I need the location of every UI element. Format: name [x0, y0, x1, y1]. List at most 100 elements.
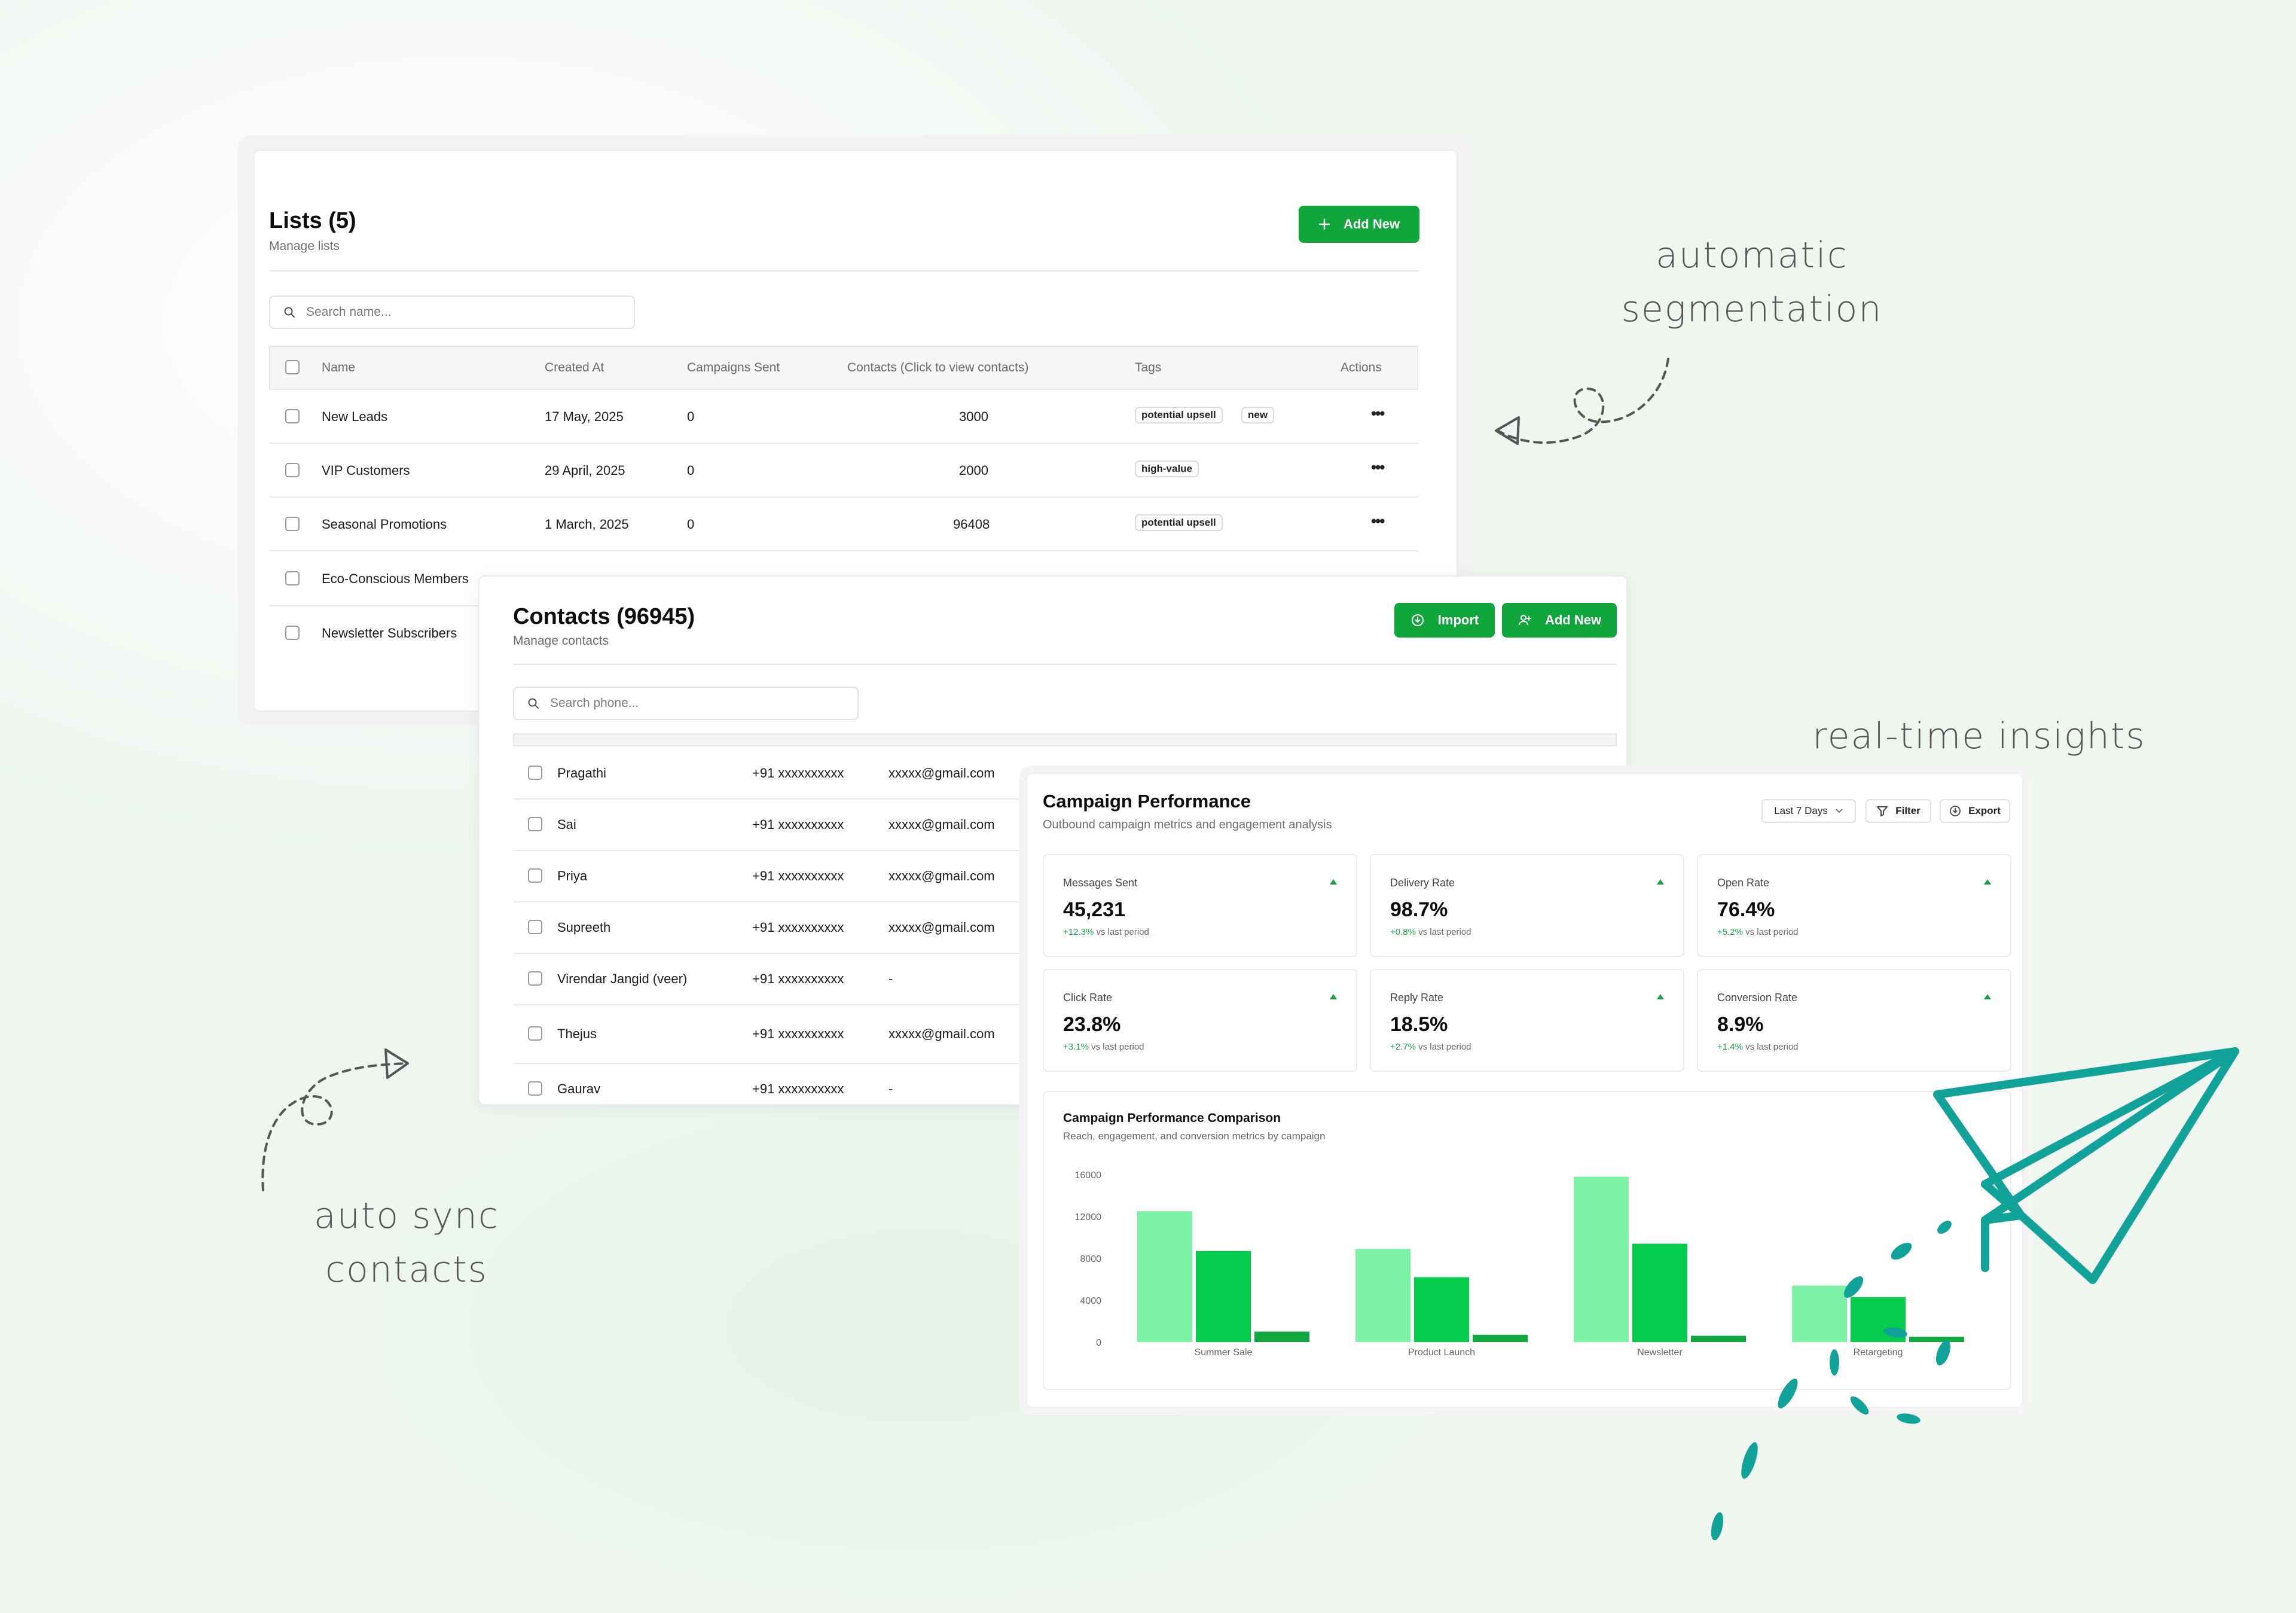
list-campaigns-sent: 0: [687, 463, 695, 478]
chart-bar[interactable]: [1792, 1285, 1847, 1343]
row-actions-menu[interactable]: •••: [1371, 458, 1385, 476]
row-checkbox[interactable]: [285, 463, 300, 477]
import-icon: [1411, 614, 1424, 626]
chart-bar[interactable]: [1355, 1249, 1410, 1342]
list-name[interactable]: VIP Customers: [322, 463, 410, 478]
row-checkbox[interactable]: [285, 571, 300, 586]
add-new-contact-button[interactable]: Add New: [1502, 603, 1617, 638]
contact-email: xxxxx@gmail.com: [889, 766, 995, 780]
contact-name[interactable]: Sai: [557, 817, 576, 832]
search-name-input[interactable]: Search name...: [269, 295, 635, 329]
delta-suffix: vs last period: [1091, 1042, 1144, 1052]
note-line: automatic: [1656, 234, 1848, 276]
delta-value: +0.8%: [1390, 927, 1416, 937]
list-created-at: 17 May, 2025: [545, 409, 624, 424]
list-name[interactable]: New Leads: [322, 409, 388, 424]
metric-card-open-rate: Open Rate 76.4% +5.2% vs last period: [1697, 854, 2011, 957]
list-name[interactable]: Eco-Conscious Members: [322, 571, 469, 586]
row-checkbox[interactable]: [528, 920, 542, 934]
period-select[interactable]: Last 7 Days: [1761, 799, 1856, 823]
chart-bar[interactable]: [1473, 1334, 1528, 1342]
contact-email: xxxxx@gmail.com: [889, 920, 995, 935]
import-button[interactable]: Import: [1394, 603, 1495, 638]
metric-delta: +12.3% vs last period: [1063, 927, 1149, 937]
column-header-campaigns-sent[interactable]: Campaigns Sent: [687, 361, 780, 374]
y-tick-label: 8000: [1080, 1254, 1101, 1264]
campaign-subtitle: Outbound campaign metrics and engagement…: [1043, 818, 1332, 831]
page-title: Contacts (96945): [513, 604, 695, 629]
dashed-arrow-sync: [261, 1048, 409, 1191]
select-all-checkbox[interactable]: [285, 360, 300, 374]
tag-badge: potential upsell: [1135, 514, 1223, 531]
search-icon: [284, 307, 295, 318]
contact-phone: +91 xxxxxxxxxx: [752, 971, 844, 986]
delta-suffix: vs last period: [1745, 1042, 1799, 1052]
search-placeholder: Search phone...: [550, 696, 639, 710]
contact-name[interactable]: Gaurav: [557, 1081, 601, 1096]
chart-bar[interactable]: [1196, 1251, 1251, 1342]
list-name[interactable]: Newsletter Subscribers: [322, 626, 457, 641]
contact-name[interactable]: Priya: [557, 868, 588, 883]
page-title: Lists (5): [269, 208, 356, 233]
y-tick-label: 4000: [1080, 1296, 1101, 1306]
contact-phone: +91 xxxxxxxxxx: [752, 766, 844, 780]
tag-badge: potential upsell: [1135, 407, 1223, 423]
row-checkbox[interactable]: [285, 626, 300, 640]
column-header-name[interactable]: Name: [322, 361, 356, 374]
chart-bar[interactable]: [1254, 1331, 1309, 1343]
filter-button[interactable]: Filter: [1866, 799, 1931, 823]
list-contacts-count[interactable]: 96408: [953, 517, 990, 532]
list-contacts-count[interactable]: 2000: [959, 463, 988, 478]
row-actions-menu[interactable]: •••: [1371, 404, 1385, 422]
delta-suffix: vs last period: [1418, 927, 1471, 937]
contact-name[interactable]: Virendar Jangid (veer): [557, 971, 688, 986]
column-header-contacts[interactable]: Contacts (Click to view contacts): [847, 361, 1029, 374]
metric-label: Reply Rate: [1390, 992, 1444, 1004]
bar-chart: 0 4000 8000 12000 16000 Summer Sale Product La…: [1075, 1170, 1964, 1358]
list-campaigns-sent: 0: [687, 409, 695, 424]
row-checkbox[interactable]: [528, 766, 542, 780]
chart-bar[interactable]: [1414, 1277, 1469, 1343]
column-header-created-at[interactable]: Created At: [545, 361, 604, 374]
row-divider: [269, 496, 1418, 498]
chart-bar[interactable]: [1574, 1176, 1629, 1343]
download-icon: [1950, 806, 1961, 816]
metric-value: 45,231: [1063, 898, 1125, 921]
row-checkbox[interactable]: [528, 971, 542, 986]
contact-phone: +91 xxxxxxxxxx: [752, 817, 844, 832]
metric-label: Open Rate: [1717, 877, 1770, 889]
export-button[interactable]: Export: [1940, 799, 2010, 823]
metric-delta: +5.2% vs last period: [1717, 927, 1799, 937]
x-category-label: Summer Sale: [1195, 1347, 1253, 1358]
contact-email: xxxxx@gmail.com: [889, 1026, 995, 1041]
note-line: auto sync: [314, 1195, 499, 1237]
search-phone-input[interactable]: Search phone...: [513, 687, 859, 720]
list-contacts-count[interactable]: 3000: [959, 409, 988, 424]
chart-bar[interactable]: [1909, 1337, 1964, 1342]
chart-bar[interactable]: [1137, 1211, 1192, 1342]
contact-name[interactable]: Pragathi: [557, 766, 606, 780]
contact-phone: +91 xxxxxxxxxx: [752, 920, 844, 935]
metric-label: Messages Sent: [1063, 877, 1138, 889]
metric-label: Click Rate: [1063, 992, 1113, 1004]
row-divider: [269, 443, 1418, 444]
metric-card-conversion-rate: Conversion Rate 8.9% +1.4% vs last perio…: [1697, 969, 2011, 1072]
contact-name[interactable]: Supreeth: [557, 920, 611, 935]
row-checkbox[interactable]: [528, 1081, 542, 1096]
row-checkbox[interactable]: [528, 1026, 542, 1041]
filter-icon: [1877, 806, 1888, 816]
row-checkbox[interactable]: [285, 517, 300, 531]
tag-badge: new: [1241, 407, 1275, 423]
y-tick-label: 16000: [1075, 1170, 1102, 1181]
trend-up-icon: [1330, 879, 1337, 885]
row-checkbox[interactable]: [285, 409, 300, 423]
list-name[interactable]: Seasonal Promotions: [322, 517, 447, 532]
delta-value: +3.1%: [1063, 1042, 1089, 1052]
row-checkbox[interactable]: [528, 868, 542, 883]
row-actions-menu[interactable]: •••: [1371, 512, 1385, 530]
chart-bar[interactable]: [1632, 1243, 1687, 1343]
chart-bar[interactable]: [1691, 1335, 1746, 1343]
contact-name[interactable]: Thejus: [557, 1026, 597, 1041]
row-checkbox[interactable]: [528, 817, 542, 831]
add-new-list-button[interactable]: Add New: [1299, 206, 1419, 243]
